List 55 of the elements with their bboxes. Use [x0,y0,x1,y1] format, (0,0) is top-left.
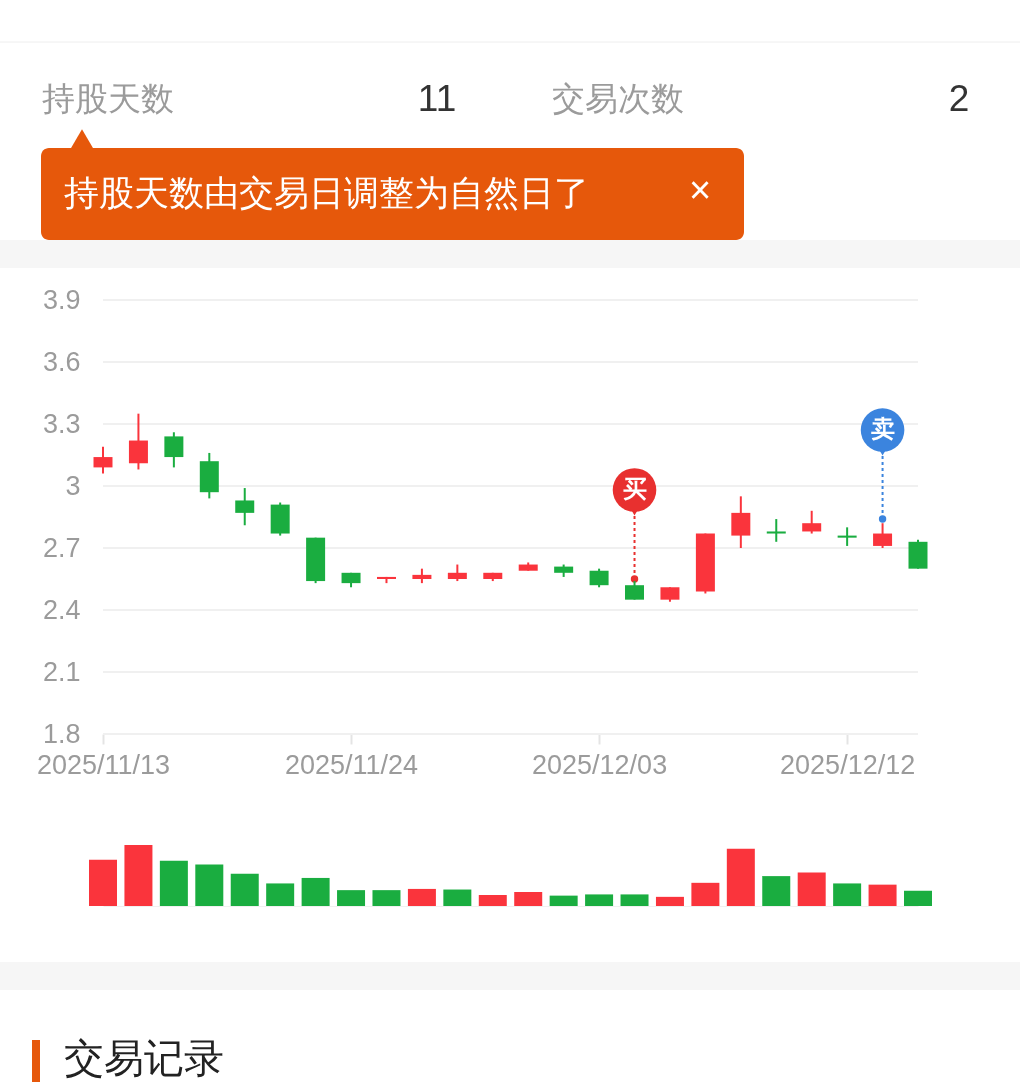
y-tick-label: 3 [65,470,81,501]
candlestick [235,487,255,527]
bar [478,895,507,906]
bar [230,873,259,906]
bar [266,883,295,906]
bar [620,894,649,906]
y-tick-label: 2.4 [42,594,81,625]
y-tick-label: 3.9 [42,284,81,315]
bar [195,864,224,906]
text: 交易记录 [64,1036,224,1080]
text: 买 [622,475,647,502]
bar [159,860,188,906]
bar [407,888,436,906]
bar [549,895,578,906]
bar [691,882,720,906]
text: 持股天数 [42,80,174,117]
y-tick-label: 1.8 [42,718,81,749]
bar [443,889,472,906]
candlestick [873,522,893,549]
bar [89,859,117,906]
y-tick-label: 3.6 [42,346,81,377]
bar [372,890,401,906]
bar [124,845,153,906]
bar [585,894,614,906]
text: 卖 [870,415,895,443]
bar [337,890,366,906]
text: × [688,169,712,211]
bar [726,848,755,906]
text: 11 [417,78,457,119]
y-tick-label: 3.3 [42,408,81,439]
text: 交易次数 [552,80,684,117]
x-tick-label: 2025/11/24 [284,749,419,780]
x-tick-label: 2025/11/13 [36,749,171,780]
text: 2 [948,78,970,119]
bar [301,877,330,906]
bar [797,872,826,906]
candlestick [802,509,822,535]
bar [514,891,543,906]
x-tick-label: 2025/12/03 [532,749,668,780]
bar [904,890,932,906]
candlestick [837,526,857,547]
candlestick [766,518,786,543]
candlestick [589,567,609,589]
candlestick [128,412,148,471]
bar [833,883,862,906]
bar [655,896,684,906]
candlestick [731,495,751,549]
x-tick-label: 2025/12/12 [780,749,916,780]
bar [762,876,791,906]
y-tick-label: 2.1 [42,656,81,687]
candlestick [93,445,113,475]
y-tick-label: 2.7 [42,532,81,563]
bar [868,884,897,906]
candlestick [164,431,184,469]
text: 持股天数由交易日调整为自然日了 [64,173,589,212]
